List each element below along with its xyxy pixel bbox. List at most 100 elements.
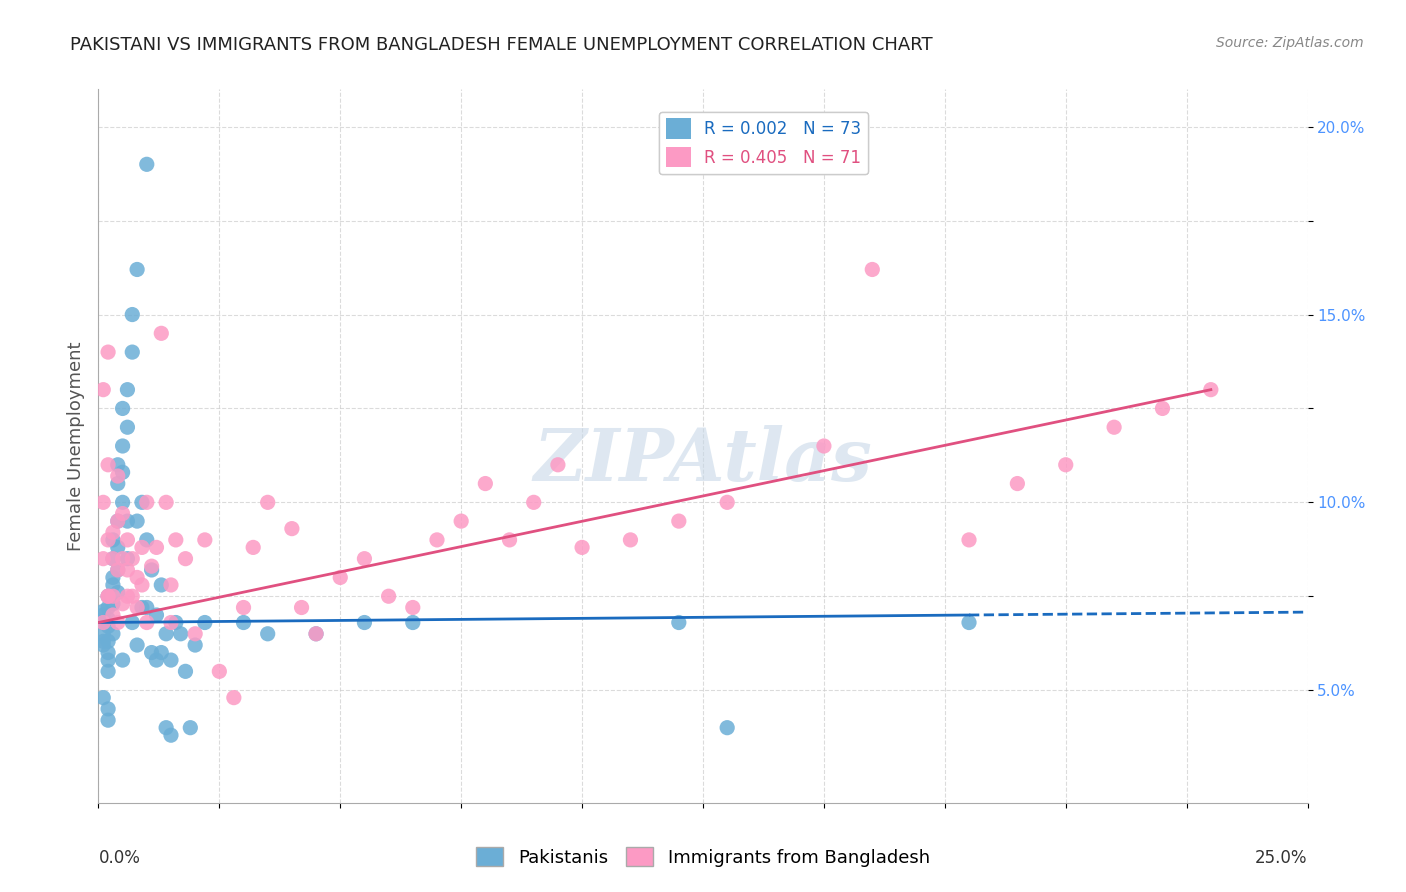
Immigrants from Bangladesh: [329, 570, 352, 584]
Pakistanis: [97, 646, 120, 660]
Text: 25.0%: 25.0%: [1256, 849, 1308, 867]
Pakistanis: [97, 665, 120, 679]
Immigrants from Bangladesh: [97, 589, 120, 603]
Immigrants from Bangladesh: [208, 665, 231, 679]
Pakistanis: [145, 607, 167, 622]
Pakistanis: [107, 458, 129, 472]
Immigrants from Bangladesh: [101, 551, 124, 566]
Immigrants from Bangladesh: [957, 533, 980, 547]
Pakistanis: [91, 638, 114, 652]
Pakistanis: [97, 600, 120, 615]
Immigrants from Bangladesh: [1152, 401, 1174, 416]
Text: PAKISTANI VS IMMIGRANTS FROM BANGLADESH FEMALE UNEMPLOYMENT CORRELATION CHART: PAKISTANI VS IMMIGRANTS FROM BANGLADESH …: [70, 36, 934, 54]
Immigrants from Bangladesh: [117, 563, 139, 577]
Pakistanis: [91, 690, 114, 705]
Pakistanis: [232, 615, 254, 630]
Pakistanis: [101, 627, 124, 641]
Pakistanis: [141, 563, 163, 577]
Pakistanis: [101, 533, 124, 547]
Pakistanis: [91, 604, 114, 618]
Immigrants from Bangladesh: [1007, 476, 1029, 491]
Immigrants from Bangladesh: [101, 607, 124, 622]
Immigrants from Bangladesh: [523, 495, 546, 509]
Immigrants from Bangladesh: [571, 541, 593, 555]
Pakistanis: [131, 495, 153, 509]
Pakistanis: [97, 612, 120, 626]
Pakistanis: [91, 627, 114, 641]
Immigrants from Bangladesh: [135, 615, 157, 630]
Immigrants from Bangladesh: [91, 495, 114, 509]
Immigrants from Bangladesh: [97, 345, 120, 359]
Text: Source: ZipAtlas.com: Source: ZipAtlas.com: [1216, 36, 1364, 50]
Pakistanis: [155, 721, 177, 735]
Pakistanis: [127, 514, 149, 528]
Immigrants from Bangladesh: [813, 439, 835, 453]
Pakistanis: [121, 615, 143, 630]
Pakistanis: [111, 439, 134, 453]
Text: ZIPAtlas: ZIPAtlas: [534, 425, 872, 496]
Pakistanis: [184, 638, 207, 652]
Pakistanis: [91, 634, 114, 648]
Immigrants from Bangladesh: [127, 600, 149, 615]
Immigrants from Bangladesh: [1199, 383, 1222, 397]
Pakistanis: [179, 721, 201, 735]
Immigrants from Bangladesh: [353, 551, 375, 566]
Pakistanis: [101, 551, 124, 566]
Immigrants from Bangladesh: [150, 326, 173, 341]
Immigrants from Bangladesh: [117, 589, 139, 603]
Immigrants from Bangladesh: [107, 514, 129, 528]
Pakistanis: [127, 262, 149, 277]
Immigrants from Bangladesh: [121, 551, 143, 566]
Immigrants from Bangladesh: [160, 615, 183, 630]
Immigrants from Bangladesh: [101, 525, 124, 540]
Immigrants from Bangladesh: [160, 578, 183, 592]
Immigrants from Bangladesh: [377, 589, 399, 603]
Immigrants from Bangladesh: [222, 690, 245, 705]
Pakistanis: [145, 653, 167, 667]
Pakistanis: [101, 570, 124, 584]
Immigrants from Bangladesh: [426, 533, 449, 547]
Pakistanis: [127, 638, 149, 652]
Pakistanis: [150, 646, 173, 660]
Y-axis label: Female Unemployment: Female Unemployment: [66, 342, 84, 550]
Pakistanis: [135, 157, 157, 171]
Immigrants from Bangladesh: [111, 597, 134, 611]
Immigrants from Bangladesh: [1102, 420, 1125, 434]
Immigrants from Bangladesh: [668, 514, 690, 528]
Pakistanis: [353, 615, 375, 630]
Pakistanis: [402, 615, 425, 630]
Pakistanis: [121, 308, 143, 322]
Pakistanis: [97, 653, 120, 667]
Immigrants from Bangladesh: [232, 600, 254, 615]
Immigrants from Bangladesh: [155, 495, 177, 509]
Immigrants from Bangladesh: [107, 469, 129, 483]
Pakistanis: [101, 597, 124, 611]
Immigrants from Bangladesh: [305, 627, 328, 641]
Immigrants from Bangladesh: [498, 533, 520, 547]
Immigrants from Bangladesh: [101, 589, 124, 603]
Immigrants from Bangladesh: [131, 541, 153, 555]
Pakistanis: [169, 627, 191, 641]
Immigrants from Bangladesh: [402, 600, 425, 615]
Immigrants from Bangladesh: [290, 600, 312, 615]
Immigrants from Bangladesh: [107, 615, 129, 630]
Pakistanis: [716, 721, 738, 735]
Pakistanis: [160, 653, 183, 667]
Pakistanis: [97, 634, 120, 648]
Pakistanis: [97, 589, 120, 603]
Immigrants from Bangladesh: [242, 541, 264, 555]
Pakistanis: [135, 533, 157, 547]
Pakistanis: [957, 615, 980, 630]
Pakistanis: [97, 619, 120, 633]
Immigrants from Bangladesh: [174, 551, 197, 566]
Immigrants from Bangladesh: [474, 476, 496, 491]
Immigrants from Bangladesh: [184, 627, 207, 641]
Pakistanis: [97, 713, 120, 727]
Pakistanis: [107, 585, 129, 599]
Immigrants from Bangladesh: [107, 563, 129, 577]
Immigrants from Bangladesh: [716, 495, 738, 509]
Legend: Pakistanis, Immigrants from Bangladesh: Pakistanis, Immigrants from Bangladesh: [470, 840, 936, 874]
Legend: R = 0.002   N = 73, R = 0.405   N = 71: R = 0.002 N = 73, R = 0.405 N = 71: [659, 112, 868, 174]
Pakistanis: [107, 541, 129, 555]
Pakistanis: [117, 551, 139, 566]
